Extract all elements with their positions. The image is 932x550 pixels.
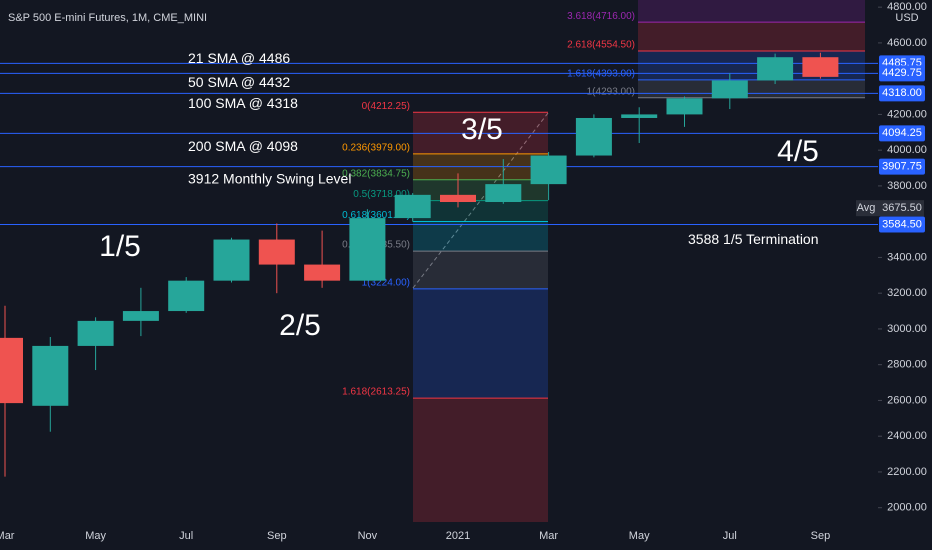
y-tick-label: 4800.00 [887, 1, 927, 13]
price-note: 100 SMA @ 4318 [188, 95, 298, 111]
y-tick-label: 2000.00 [887, 502, 927, 514]
candle-body [77, 320, 114, 346]
price-note: 3912 Monthly Swing Level [188, 170, 351, 186]
candle-body [168, 280, 205, 312]
y-tick-label: 3000.00 [887, 323, 927, 335]
price-note: 50 SMA @ 4432 [188, 74, 290, 90]
x-tick-label: May [85, 530, 106, 542]
avg-label: Avg [857, 202, 876, 214]
x-tick-label: Nov [358, 530, 378, 542]
price-note: 3588 1/5 Termination [688, 231, 819, 247]
y-tick-label: 2400.00 [887, 430, 927, 442]
price-tag [879, 125, 925, 142]
price-note: 21 SMA @ 4486 [188, 50, 290, 66]
fib-band [638, 79, 865, 98]
currency: USD [895, 12, 918, 24]
candle-body [621, 114, 658, 118]
trend-line [412, 112, 549, 289]
avg-tag [856, 200, 924, 217]
price-tag-label: 4429.75 [882, 67, 922, 79]
y-tick-label: 3200.00 [887, 287, 927, 299]
x-tick-label: May [629, 530, 650, 542]
avg-value: 3675.50 [882, 202, 922, 214]
price-note: 200 SMA @ 4098 [188, 138, 298, 154]
y-tick-label: 4000.00 [887, 144, 927, 156]
fib-label: 1(4293.00) [587, 86, 635, 97]
fib-label: 1.618(2613.25) [342, 387, 410, 398]
candle-body [258, 239, 295, 265]
fib-label: 0.382(3834.75) [342, 168, 410, 179]
price-tag [879, 85, 925, 102]
candle-body [349, 218, 386, 281]
y-tick-label: 3800.00 [887, 180, 927, 192]
fib-label: 0.236(3979.00) [342, 143, 410, 154]
candle-body [32, 345, 69, 406]
wave-label: 1/5 [99, 230, 141, 263]
candle-body [757, 57, 794, 81]
price-tag [879, 65, 925, 82]
price-tag [879, 216, 925, 233]
candle-body [122, 311, 159, 321]
candle-body [394, 194, 431, 219]
y-tick-label: 2800.00 [887, 359, 927, 371]
y-tick-label: 4200.00 [887, 108, 927, 120]
x-tick-label: Sep [811, 530, 831, 542]
fib-label: 3.618(4716.00) [567, 11, 635, 22]
x-tick-label: Jul [723, 530, 737, 542]
y-tick-label: 4600.00 [887, 37, 927, 49]
price-tag-label: 4094.25 [882, 127, 922, 139]
candle-body [440, 194, 476, 203]
x-tick-label: Mar [0, 530, 15, 542]
price-tag-label: 4318.00 [882, 87, 922, 99]
candle-body [666, 98, 703, 115]
fib-label: 1.618(4393.00) [567, 69, 635, 80]
fib-label: 2.618(4554.50) [567, 40, 635, 51]
fib-band [413, 398, 548, 522]
wave-label: 2/5 [279, 309, 321, 342]
fib-band [413, 288, 548, 399]
candle-body [575, 117, 612, 156]
fib-label: 0(4212.25) [362, 101, 410, 112]
fib-band [413, 251, 548, 289]
fib-label: 0.618(3601.00) [342, 210, 410, 221]
candle-body [711, 80, 748, 99]
fib-band [413, 200, 548, 222]
fib-label: 1(3224.00) [362, 278, 410, 289]
y-tick-label: 2200.00 [887, 466, 927, 478]
x-tick-label: Mar [539, 530, 558, 542]
candle-body [0, 337, 23, 404]
fib-band [413, 179, 548, 201]
candle-body [213, 239, 250, 281]
candle-body [485, 184, 522, 203]
candle-body [530, 155, 567, 185]
x-tick-label: Sep [267, 530, 287, 542]
chart-title: S&P 500 E-mini Futures, 1M, CME_MINI [8, 12, 207, 24]
wave-label: 4/5 [777, 135, 819, 168]
x-tick-label: 2021 [446, 530, 470, 542]
y-tick-label: 2600.00 [887, 394, 927, 406]
price-tag-label: 3907.75 [882, 161, 922, 173]
fib-band [413, 221, 548, 252]
y-tick-label: 3400.00 [887, 251, 927, 263]
x-tick-label: Jul [179, 530, 193, 542]
fib-band [638, 0, 865, 23]
price-tag [879, 158, 925, 175]
fib-label: 0.5(3718.00) [353, 189, 410, 200]
price-tag-label: 3584.50 [882, 218, 922, 230]
wave-label: 3/5 [461, 113, 503, 146]
candle-body [304, 264, 341, 281]
fib-band [638, 22, 865, 52]
candle-body [802, 57, 839, 77]
